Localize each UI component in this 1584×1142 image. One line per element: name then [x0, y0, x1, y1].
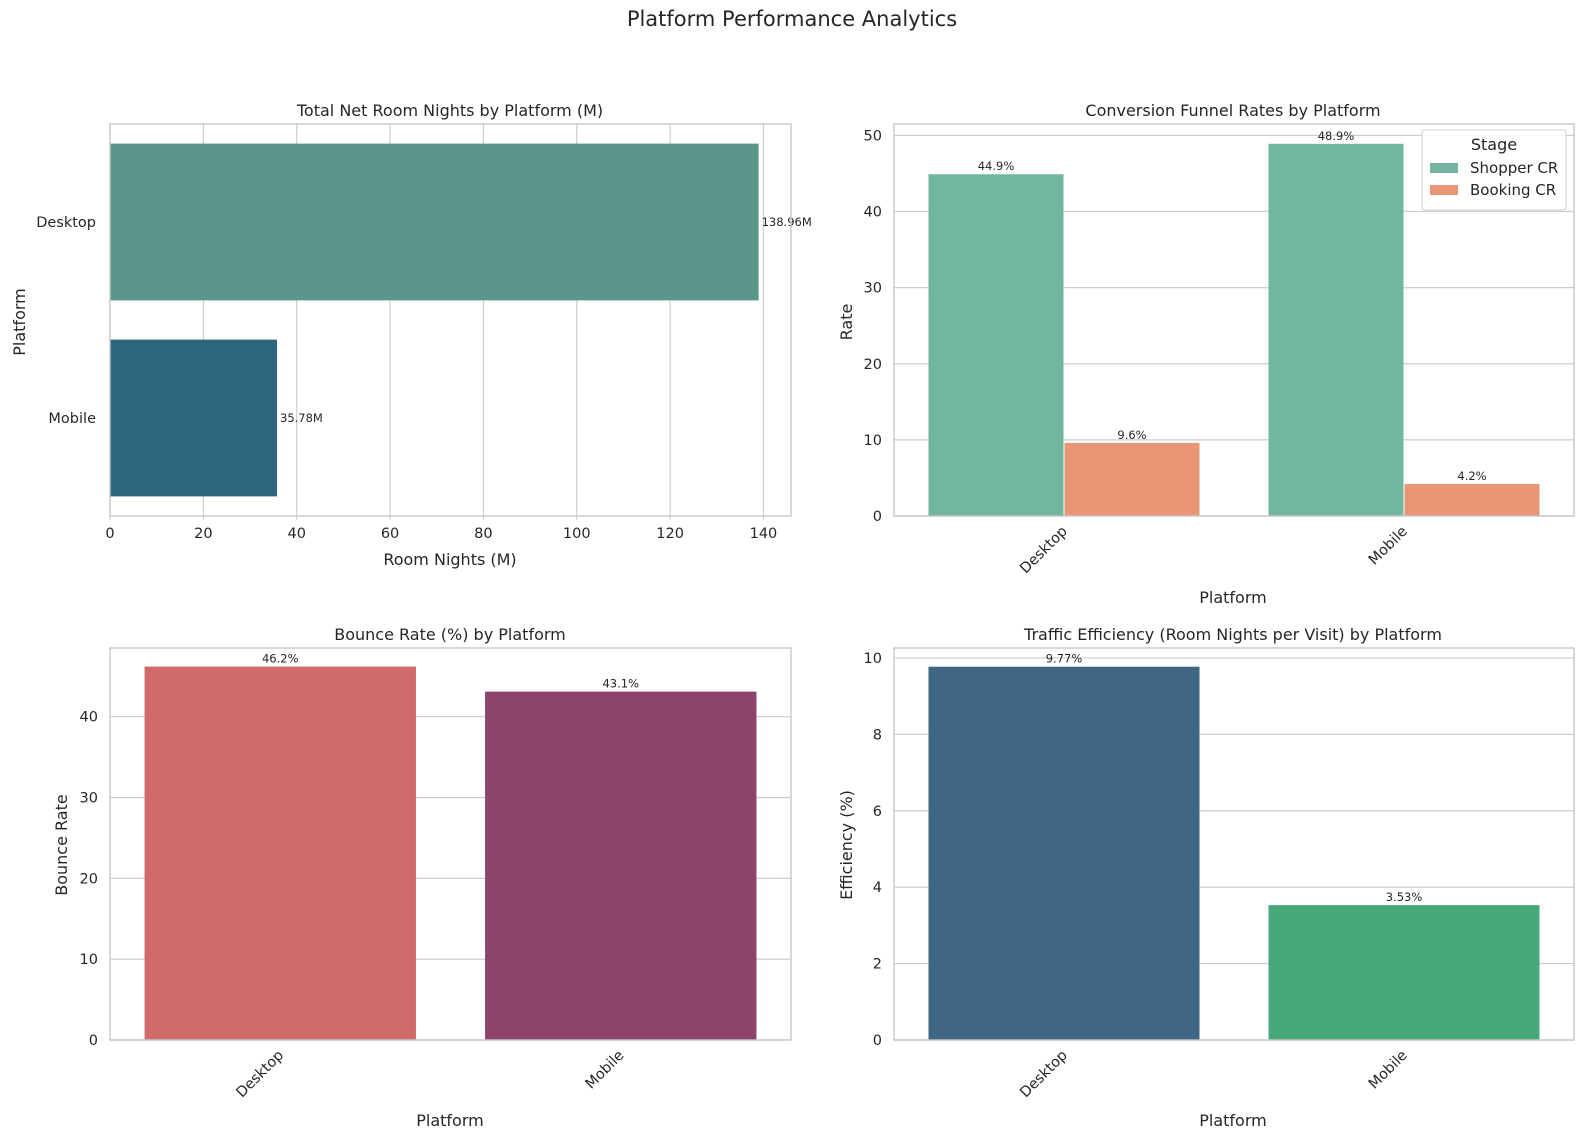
- bounce-rate-chart: Bounce Rate (%) by Platform Platform Bou…: [52, 625, 792, 1130]
- figure-title: Platform Performance Analytics: [627, 7, 957, 31]
- y-tick-label: 20: [80, 871, 98, 887]
- y-tick-label: 30: [864, 281, 882, 297]
- data-label: 48.9%: [1318, 129, 1355, 143]
- x-tick-label: 40: [287, 526, 305, 542]
- x-tick-label: Mobile: [583, 1047, 628, 1092]
- plot-frame: [893, 647, 1575, 1041]
- bar: [1064, 442, 1200, 516]
- x-tick-label: 20: [194, 526, 212, 542]
- legend-label: Shopper CR: [1470, 159, 1558, 177]
- legend-swatch: [1430, 163, 1458, 173]
- chart-title: Total Net Room Nights by Platform (M): [296, 101, 603, 120]
- traffic-efficiency-chart: Traffic Efficiency (Room Nights per Visi…: [837, 625, 1575, 1130]
- data-label: 44.9%: [978, 159, 1015, 173]
- x-axis-label: Platform: [1199, 1111, 1266, 1130]
- y-tick-label: 0: [89, 1033, 98, 1049]
- y-tick-label: 10: [864, 433, 882, 449]
- y-tick-label: 40: [80, 710, 98, 726]
- plot-frame: [109, 647, 792, 1041]
- y-tick-label: Desktop: [36, 215, 96, 231]
- y-axis-label: Bounce Rate: [52, 794, 71, 895]
- x-tick-label: Mobile: [1366, 523, 1411, 568]
- legend-title: Stage: [1471, 135, 1517, 154]
- bar: [110, 339, 278, 497]
- x-tick-label: 60: [381, 526, 399, 542]
- chart-title: Bounce Rate (%) by Platform: [334, 625, 566, 644]
- bar: [110, 143, 759, 301]
- plot-frame: [109, 123, 792, 517]
- plot-frame: [893, 123, 1575, 517]
- y-tick-label: 8: [873, 727, 882, 743]
- bar: [928, 666, 1200, 1040]
- y-axis-label: Efficiency (%): [837, 790, 856, 900]
- chart-title: Traffic Efficiency (Room Nights per Visi…: [1023, 625, 1442, 644]
- data-label: 3.53%: [1386, 890, 1423, 904]
- y-tick-label: 30: [80, 791, 98, 807]
- y-tick-label: 20: [864, 357, 882, 373]
- legend-label: Booking CR: [1470, 181, 1556, 199]
- data-label: 35.78M: [280, 411, 323, 425]
- x-tick-label: 0: [105, 526, 114, 542]
- data-label: 138.96M: [762, 215, 812, 229]
- y-tick-label: Mobile: [48, 411, 96, 427]
- bar: [144, 666, 416, 1040]
- x-axis-label: Room Nights (M): [383, 550, 516, 569]
- y-tick-label: 6: [873, 804, 882, 820]
- data-label: 9.6%: [1117, 428, 1146, 442]
- data-label: 4.2%: [1457, 469, 1486, 483]
- data-label: 43.1%: [602, 677, 639, 691]
- conversion-funnel-chart: Conversion Funnel Rates by Platform Plat…: [837, 101, 1575, 607]
- room-nights-chart: Total Net Room Nights by Platform (M) Ro…: [10, 101, 812, 569]
- x-tick-label: 100: [563, 526, 591, 542]
- legend: Stage Shopper CR Booking CR: [1421, 129, 1567, 211]
- bar: [485, 691, 757, 1040]
- x-tick-label: Mobile: [1366, 1047, 1411, 1092]
- x-tick-label: 120: [656, 526, 684, 542]
- legend-swatch: [1430, 185, 1458, 195]
- y-tick-label: 2: [873, 957, 882, 973]
- x-tick-label: Desktop: [1017, 1048, 1071, 1102]
- y-tick-label: 10: [864, 651, 882, 667]
- y-tick-label: 50: [864, 128, 882, 144]
- chart-title: Conversion Funnel Rates by Platform: [1085, 101, 1380, 120]
- y-tick-label: 10: [80, 952, 98, 968]
- bar: [1404, 484, 1540, 516]
- bar: [928, 174, 1064, 517]
- data-label: 9.77%: [1046, 652, 1083, 666]
- bar: [1268, 143, 1404, 517]
- x-tick-label: Desktop: [1017, 524, 1071, 578]
- x-tick-label: 140: [750, 526, 778, 542]
- y-tick-label: 0: [873, 1033, 882, 1049]
- y-tick-label: 4: [873, 880, 882, 896]
- y-axis-label: Rate: [837, 304, 856, 341]
- y-tick-label: 0: [873, 509, 882, 525]
- x-tick-label: 80: [474, 526, 492, 542]
- x-tick-label: Desktop: [233, 1048, 287, 1102]
- x-axis-label: Platform: [416, 1111, 483, 1130]
- y-tick-label: 40: [864, 205, 882, 221]
- bar: [1268, 905, 1540, 1040]
- x-axis-label: Platform: [1199, 588, 1266, 607]
- y-axis-label: Platform: [10, 288, 29, 355]
- data-label: 46.2%: [262, 652, 299, 666]
